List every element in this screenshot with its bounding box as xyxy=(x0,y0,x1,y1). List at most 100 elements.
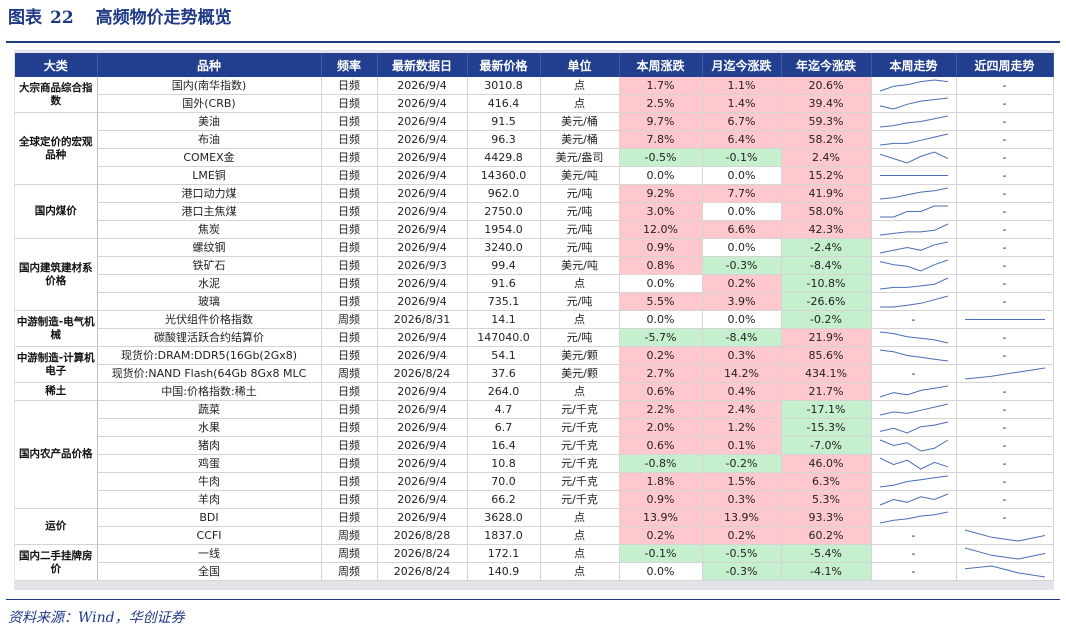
sparkline xyxy=(879,223,948,236)
variety-cell: CCFI xyxy=(97,526,322,545)
week-trend-cell xyxy=(871,292,957,311)
price-cell: 16.4 xyxy=(467,436,541,455)
sparkline-path xyxy=(879,295,948,308)
week-change-cell: 0.0% xyxy=(619,310,703,329)
frequency-cell: 周频 xyxy=(321,562,378,581)
four-week-trend-cell: - xyxy=(956,112,1054,131)
sparkline-path xyxy=(879,205,948,218)
mtd-change-cell: 0.0% xyxy=(702,310,782,329)
date-cell: 2026/9/4 xyxy=(377,148,468,167)
week-trend-cell xyxy=(871,130,957,149)
week-change-cell: 2.2% xyxy=(619,400,703,419)
table-row: CCFI 周频 2026/8/28 1837.0 点 0.2% 0.2% 60.2% - xyxy=(15,526,1054,545)
frequency-cell: 日频 xyxy=(321,454,378,473)
table-row: 国内农产品价格 蔬菜 日频 2026/9/4 4.7 元/千克 2.2% 2.4% -17.1%… xyxy=(15,400,1054,509)
frequency-cell: 周频 xyxy=(321,526,378,545)
sparkline xyxy=(879,97,948,110)
ytd-change-cell: -15.3% xyxy=(781,418,872,437)
sparkline-path xyxy=(879,277,948,290)
title-rule xyxy=(6,41,1060,43)
unit-cell: 元/吨 xyxy=(540,292,620,311)
unit-cell: 美元/颗 xyxy=(540,346,620,365)
variety-cell: 羊肉 xyxy=(97,490,322,509)
date-cell: 2026/8/24 xyxy=(377,544,468,563)
mtd-change-cell: 6.6% xyxy=(702,220,782,239)
week-trend-cell xyxy=(871,184,957,203)
table-row: 运价 BDI 日频 2026/9/4 3628.0 点 13.9% 13.9% 93.3% - xyxy=(15,508,1054,545)
week-change-cell: 0.8% xyxy=(619,256,703,275)
week-trend-cell xyxy=(871,472,957,491)
four-week-trend-cell: - xyxy=(956,508,1054,527)
ytd-change-cell: 21.7% xyxy=(781,382,872,401)
variety-cell: 现货价:DRAM:DDR5(16Gb(2Gx8) xyxy=(97,346,322,365)
sparkline xyxy=(879,205,948,218)
unit-cell: 美元/吨 xyxy=(540,166,620,185)
four-week-trend-cell xyxy=(956,364,1054,383)
ytd-change-cell: 93.3% xyxy=(781,508,872,527)
four-week-trend-cell xyxy=(956,544,1054,563)
week-trend-cell xyxy=(871,274,957,293)
date-cell: 2026/9/4 xyxy=(377,77,468,95)
price-cell: 10.8 xyxy=(467,454,541,473)
header-week-change: 本周涨跌 xyxy=(619,53,703,77)
sparkline xyxy=(964,367,1045,380)
ytd-change-cell: 6.3% xyxy=(781,472,872,491)
source-rule xyxy=(6,599,1060,600)
variety-cell: 港口主焦煤 xyxy=(97,202,322,221)
sparkline-path xyxy=(879,439,948,452)
date-cell: 2026/9/4 xyxy=(377,274,468,293)
sparkline xyxy=(879,277,948,290)
unit-cell: 美元/颗 xyxy=(540,364,620,383)
week-trend-cell xyxy=(871,400,957,419)
price-cell: 99.4 xyxy=(467,256,541,275)
frequency-cell: 日频 xyxy=(321,400,378,419)
week-trend-cell: - xyxy=(871,310,957,329)
four-week-trend-cell: - xyxy=(956,166,1054,185)
mtd-change-cell: 0.2% xyxy=(702,526,782,545)
mtd-change-cell: 7.7% xyxy=(702,184,782,203)
header-ytd-change: 年迄今涨跌 xyxy=(781,53,872,77)
header-week-trend: 本周走势 xyxy=(871,53,957,77)
ytd-change-cell: -26.6% xyxy=(781,292,872,311)
table-row: 全国 周频 2026/8/24 140.9 点 0.0% -0.3% -4.1% - xyxy=(15,562,1054,581)
sparkline xyxy=(879,187,948,200)
ytd-change-cell: 42.3% xyxy=(781,220,872,239)
unit-cell: 点 xyxy=(540,544,620,563)
mtd-change-cell: -8.4% xyxy=(702,328,782,347)
ytd-change-cell: 60.2% xyxy=(781,526,872,545)
four-week-trend-cell: - xyxy=(956,382,1054,401)
week-change-cell: 0.0% xyxy=(619,274,703,293)
price-cell: 1837.0 xyxy=(467,526,541,545)
frequency-cell: 日频 xyxy=(321,77,378,95)
table-row: 中游制造-计算机电子 现货价:DRAM:DDR5(16Gb(2Gx8) 日频 2026… xyxy=(15,346,1054,383)
unit-cell: 点 xyxy=(540,310,620,329)
table-row: 全球定价的宏观品种 美油 日频 2026/9/4 91.5 美元/桶 9.7% 6.7% 59.… xyxy=(15,112,1054,185)
four-week-trend-cell: - xyxy=(956,400,1054,419)
variety-cell: LME铜 xyxy=(97,166,322,185)
price-cell: 416.4 xyxy=(467,94,541,113)
four-week-trend-cell: - xyxy=(956,292,1054,311)
sparkline-path xyxy=(964,367,1045,380)
sparkline-path xyxy=(964,565,1045,578)
sparkline xyxy=(879,403,948,416)
week-change-cell: 7.8% xyxy=(619,130,703,149)
price-cell: 96.3 xyxy=(467,130,541,149)
date-cell: 2026/9/4 xyxy=(377,508,468,527)
price-cell: 147040.0 xyxy=(467,328,541,347)
four-week-trend-cell: - xyxy=(956,94,1054,113)
week-trend-cell xyxy=(871,436,957,455)
table-row: 国内建筑建材系价格 螺纹钢 日频 2026/9/4 3240.0 元/吨 0.9% 0.0% -… xyxy=(15,238,1054,311)
table-row: 猪肉 日频 2026/9/4 16.4 元/千克 0.6% 0.1% -7.0% - xyxy=(15,436,1054,455)
date-cell: 2026/9/4 xyxy=(377,400,468,419)
week-change-cell: 0.0% xyxy=(619,562,703,581)
sparkline-path xyxy=(879,241,948,254)
category-cell: 国内农产品价格 xyxy=(15,400,98,509)
figure-title-label: 图表 xyxy=(8,8,42,28)
variety-cell: COMEX金 xyxy=(97,148,322,167)
sparkline-path xyxy=(879,385,948,398)
table-row: 大宗商品综合指数 国内(南华指数) 日频 2026/9/4 3010.8 点 1.7% 1.1… xyxy=(15,77,1054,113)
ytd-change-cell: -8.4% xyxy=(781,256,872,275)
table-row: 碳酸锂活跃合约结算价 日频 2026/9/4 147040.0 元/吨 -5.7% -8.4… xyxy=(15,328,1054,347)
frequency-cell: 日频 xyxy=(321,382,378,401)
date-cell: 2026/8/24 xyxy=(377,562,468,581)
